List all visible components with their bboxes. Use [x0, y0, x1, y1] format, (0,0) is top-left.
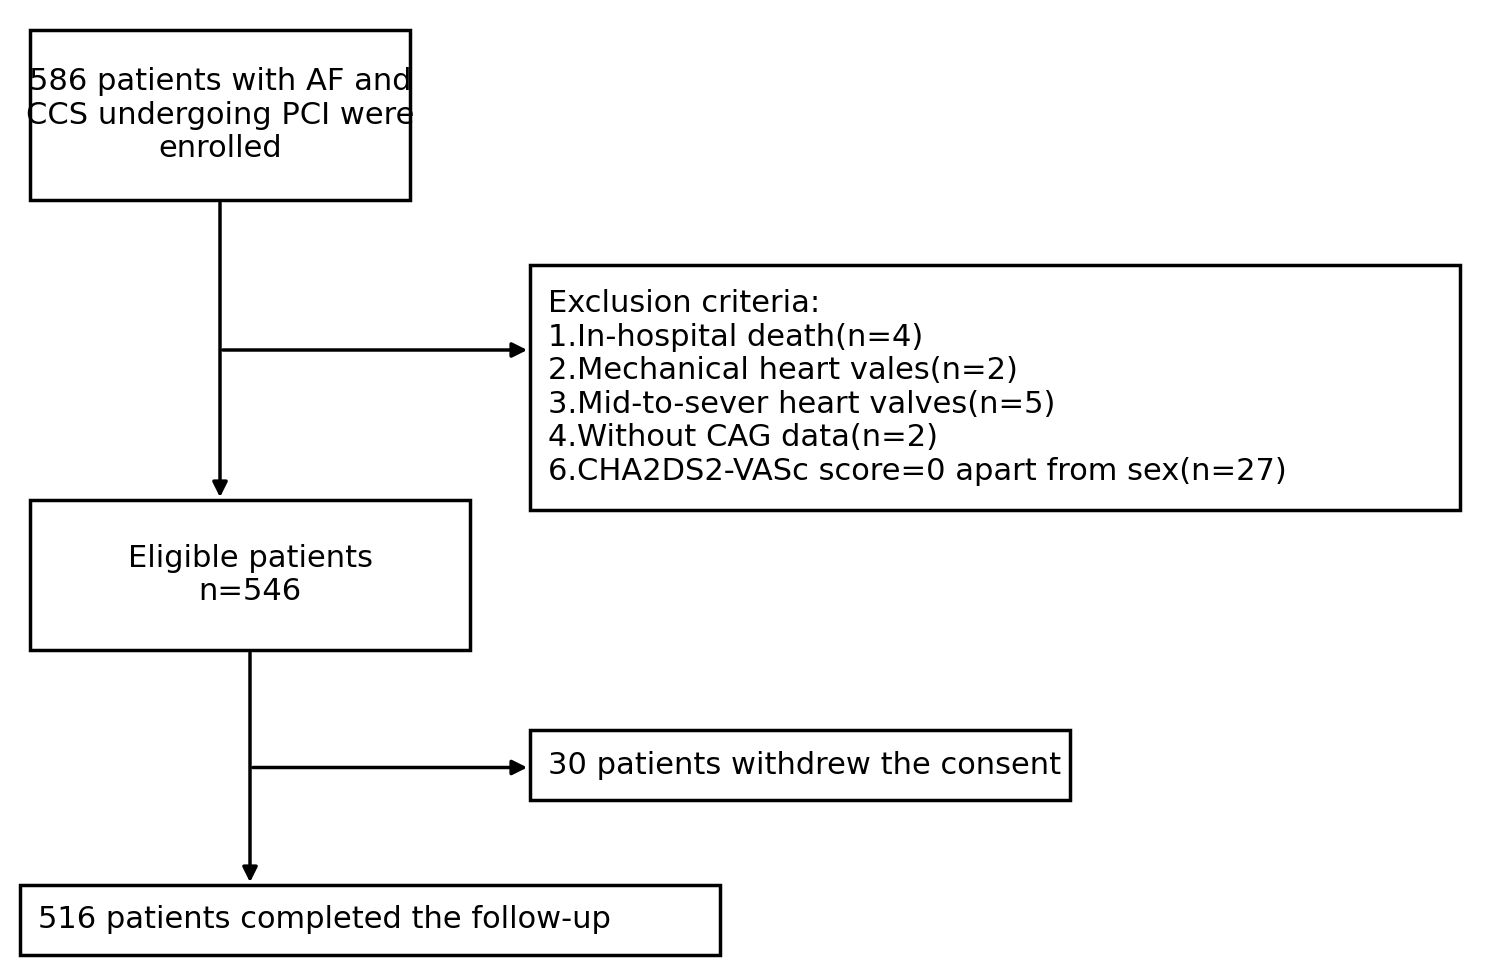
- Text: 30 patients withdrew the consent: 30 patients withdrew the consent: [548, 751, 1061, 779]
- Text: 586 patients with AF and
CCS undergoing PCI were
enrolled: 586 patients with AF and CCS undergoing …: [25, 67, 414, 163]
- Bar: [530, 265, 1460, 510]
- Text: Eligible patients
n=546: Eligible patients n=546: [128, 544, 372, 606]
- Bar: [19, 885, 720, 955]
- Text: Exclusion criteria:
1.In-hospital death(n=4)
2.Mechanical heart vales(n=2)
3.Mid: Exclusion criteria: 1.In-hospital death(…: [548, 289, 1287, 486]
- Text: 516 patients completed the follow-up: 516 patients completed the follow-up: [39, 906, 612, 934]
- Bar: [30, 500, 470, 650]
- Bar: [530, 730, 1070, 800]
- Bar: [30, 30, 411, 200]
